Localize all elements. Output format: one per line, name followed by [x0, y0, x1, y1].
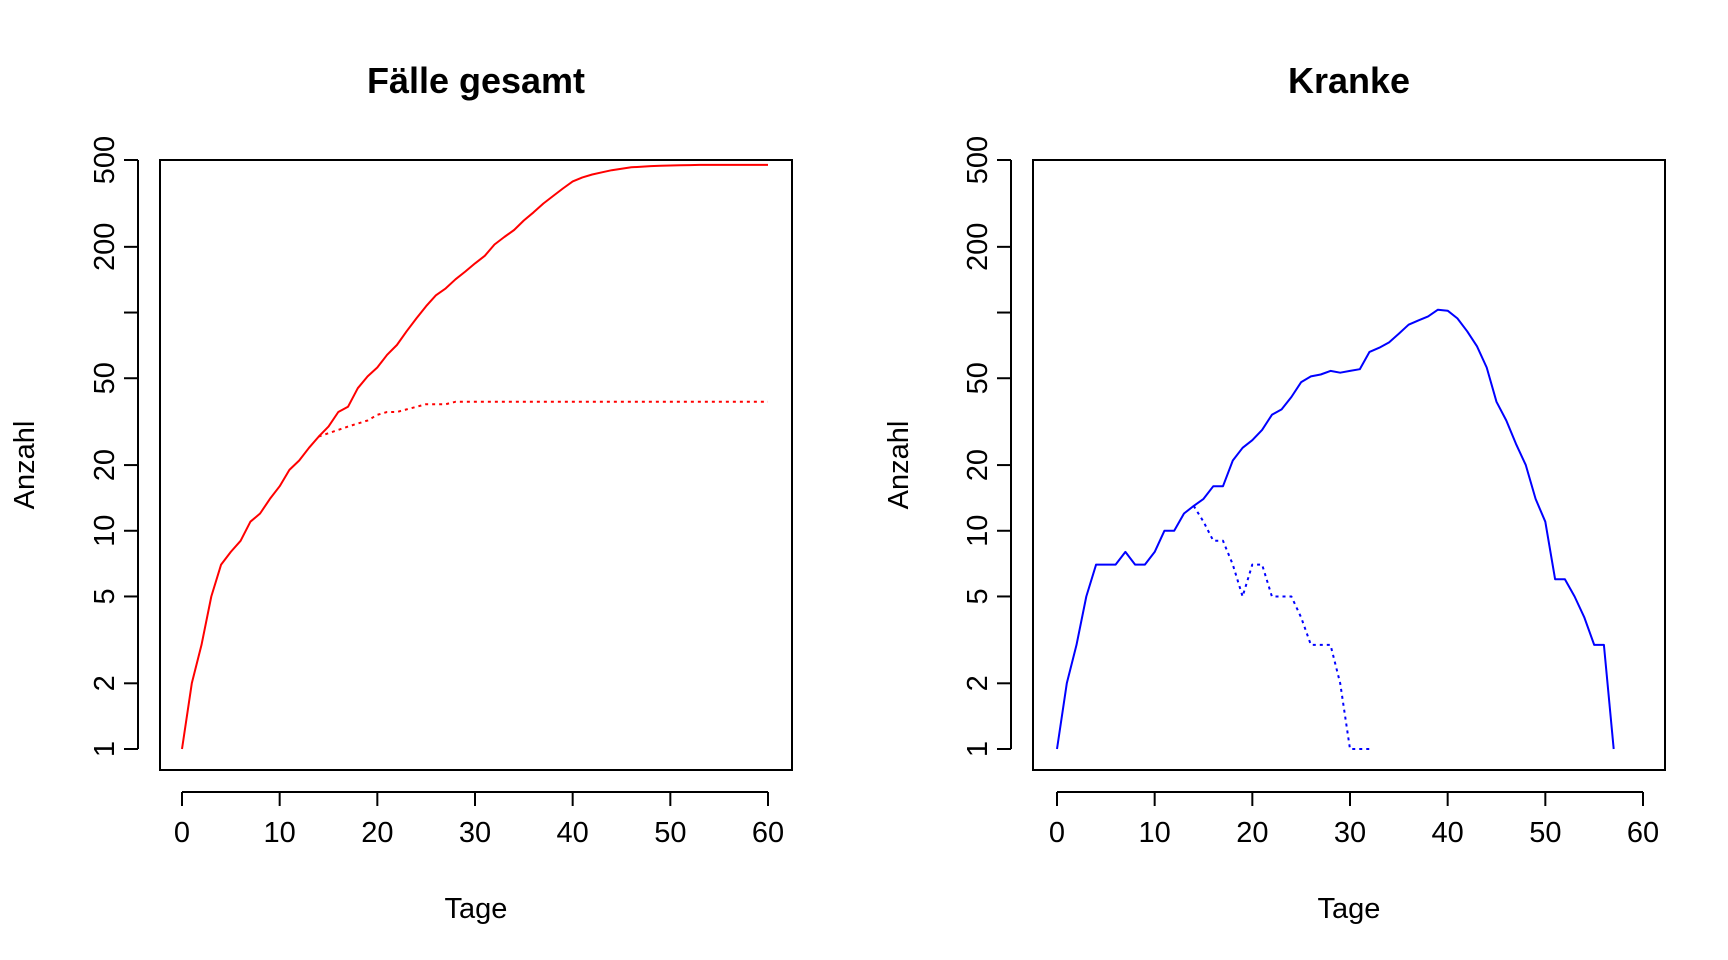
solid-series-line: [1056, 308, 1615, 750]
x-tick-label: 50: [654, 817, 686, 849]
x-tick-label: 60: [1627, 817, 1659, 849]
x-axis-label: Tage: [1318, 893, 1381, 925]
dotted-series-line: [1192, 505, 1370, 750]
solid-series-line: [181, 163, 768, 750]
x-tick-label: 20: [1236, 817, 1268, 849]
dotted-series-line: [318, 400, 768, 438]
chart-panel-2: Kranke 0 10 20 30 40 50 60 1 2 5 10 20 50 200 500 Tage An…: [883, 60, 1666, 925]
x-tick-label: 10: [264, 817, 296, 849]
y-tick-label: 500: [962, 136, 994, 184]
plot-frame: [159, 159, 793, 771]
y-tick-label: 10: [962, 515, 994, 547]
y-tick-label: 50: [962, 362, 994, 394]
y-axis-label: Anzahl: [883, 421, 915, 510]
y-tick-label: 20: [962, 449, 994, 481]
chart-title: Kranke: [1288, 60, 1410, 101]
y-tick-label: 1: [962, 741, 994, 757]
x-tick-label: 60: [752, 817, 784, 849]
y-axis-label: Anzahl: [9, 421, 41, 510]
x-tick-label: 50: [1529, 817, 1561, 849]
x-tick-label: 40: [1432, 817, 1464, 849]
y-tick-label: 20: [89, 449, 121, 481]
y-tick-label: 2: [962, 675, 994, 691]
y-tick-label: 200: [89, 223, 121, 271]
y-tick-label: 1: [89, 741, 121, 757]
y-tick-label: 200: [962, 223, 994, 271]
y-tick-label: 50: [89, 362, 121, 394]
x-tick-label: 0: [174, 817, 190, 849]
x-axis-label: Tage: [445, 893, 508, 925]
y-tick-label: 2: [89, 675, 121, 691]
chart-panel-1: Fälle gesamt 0 10 20 30 40 50 60 1 2 5 10 20 50 200 500…: [9, 60, 793, 925]
y-tick-label: 500: [89, 136, 121, 184]
chart-title: Fälle gesamt: [367, 60, 585, 101]
y-tick-label: 10: [89, 515, 121, 547]
x-tick-label: 20: [361, 817, 393, 849]
x-tick-label: 10: [1139, 817, 1171, 849]
plot-frame: [1032, 159, 1666, 771]
x-tick-label: 40: [557, 817, 589, 849]
x-tick-label: 30: [1334, 817, 1366, 849]
x-tick-label: 0: [1049, 817, 1065, 849]
x-tick-label: 30: [459, 817, 491, 849]
y-tick-label: 5: [962, 588, 994, 604]
y-tick-label: 5: [89, 588, 121, 604]
